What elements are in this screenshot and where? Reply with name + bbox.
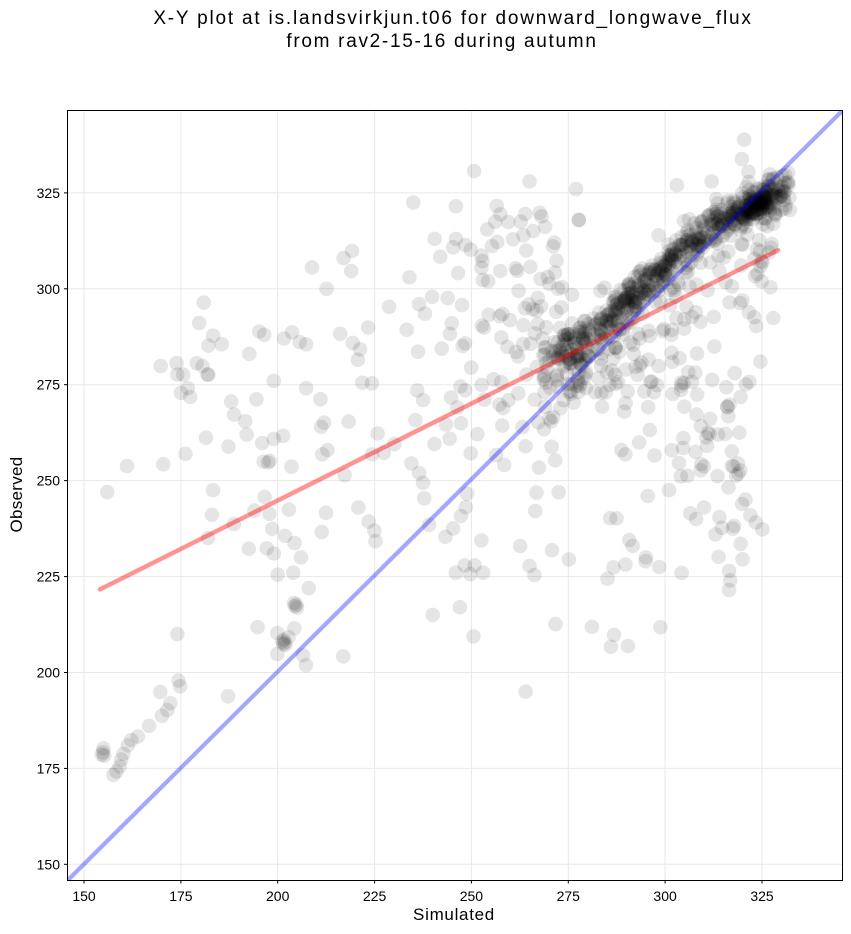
- svg-text:Observed: Observed: [7, 456, 26, 532]
- svg-text:200: 200: [266, 888, 290, 904]
- svg-text:275: 275: [37, 377, 61, 393]
- svg-text:325: 325: [750, 888, 774, 904]
- svg-text:225: 225: [37, 569, 61, 585]
- svg-text:175: 175: [169, 888, 193, 904]
- svg-text:250: 250: [460, 888, 484, 904]
- svg-text:Simulated: Simulated: [413, 905, 495, 924]
- svg-text:250: 250: [37, 473, 61, 489]
- svg-text:175: 175: [37, 760, 61, 776]
- svg-text:275: 275: [557, 888, 581, 904]
- svg-text:300: 300: [37, 281, 61, 297]
- svg-text:200: 200: [37, 665, 61, 681]
- svg-text:150: 150: [37, 856, 61, 872]
- svg-text:150: 150: [72, 888, 96, 904]
- svg-text:225: 225: [363, 888, 387, 904]
- svg-text:300: 300: [653, 888, 677, 904]
- svg-text:325: 325: [37, 185, 61, 201]
